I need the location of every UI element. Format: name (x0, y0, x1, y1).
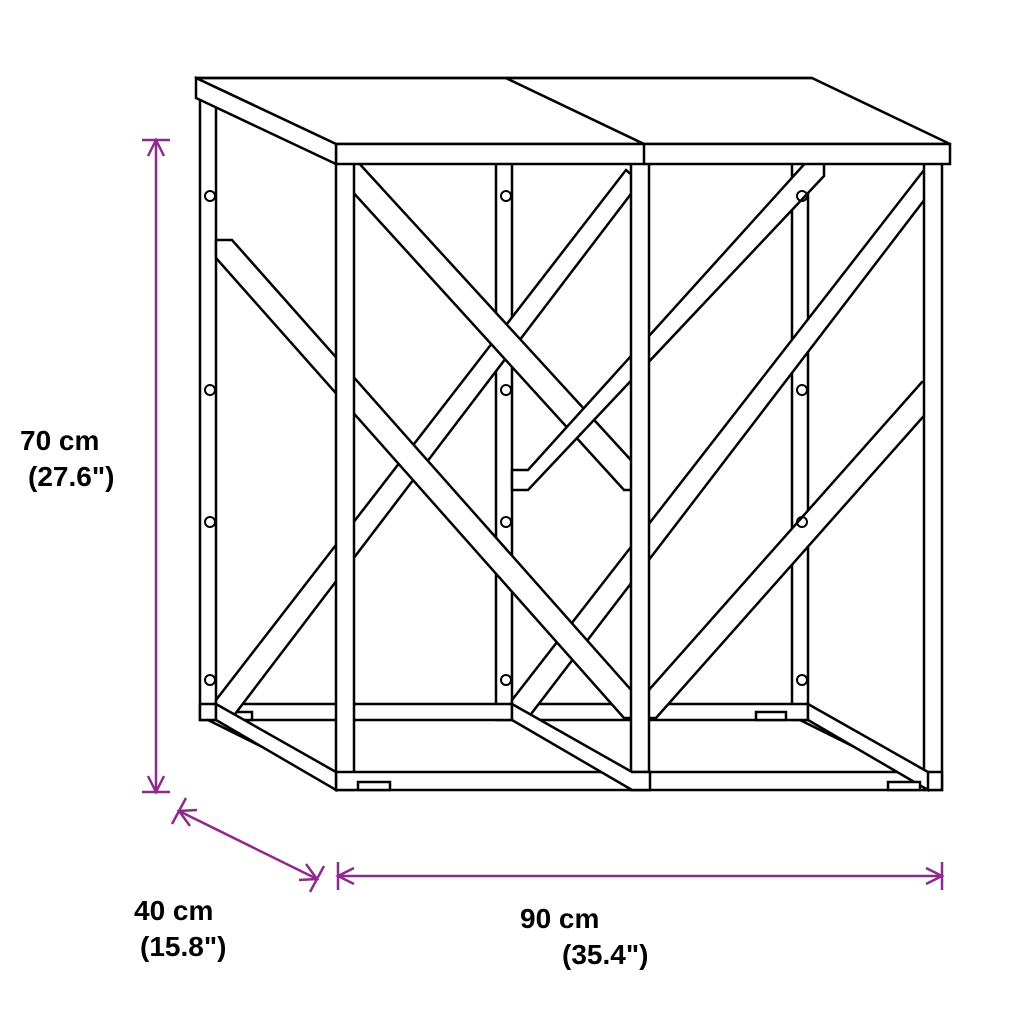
table-top (196, 78, 950, 164)
back-middle-leg (496, 80, 512, 720)
foot-back-right (756, 712, 786, 720)
height-cm: 70 cm (20, 425, 99, 456)
depth-in: (15.8") (140, 931, 226, 962)
width-cm: 90 cm (520, 903, 599, 934)
width-in: (35.4") (562, 939, 648, 970)
front-right-leg (924, 145, 942, 790)
front-middle-leg (631, 145, 649, 790)
front-left-leg (336, 145, 354, 790)
depth-cm: 40 cm (134, 895, 213, 926)
height-in: (27.6") (28, 461, 114, 492)
foot-front-right (888, 782, 920, 790)
back-bottom-rail (200, 704, 808, 720)
foot-front-left (358, 782, 390, 790)
lattice (216, 160, 938, 718)
back-left-leg (200, 80, 216, 720)
dimension-diagram: 70 cm (27.6") 40 cm (15.8") 90 cm (35.4"… (0, 0, 1024, 1024)
